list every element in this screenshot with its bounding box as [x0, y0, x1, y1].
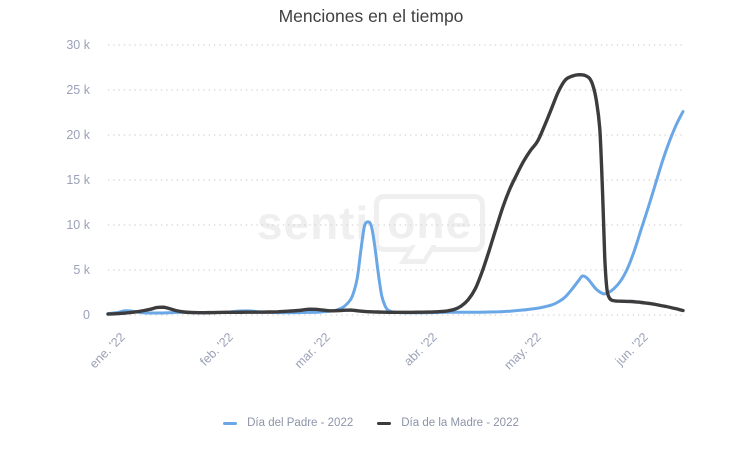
- series-line-dia-del-padre[interactable]: [106, 110, 685, 316]
- legend-dash-icon: [377, 421, 392, 425]
- legend-label: Día del Padre - 2022: [247, 417, 354, 429]
- legend-item-dia-de-la-madre[interactable]: Día de la Madre - 2022: [377, 417, 519, 429]
- y-tick-label: 0: [83, 308, 90, 322]
- legend-dash-icon: [223, 421, 238, 425]
- watermark-speech-bubble: one: [374, 194, 486, 264]
- chart-title: Menciones en el tiempo: [278, 6, 464, 26]
- legend: Día del Padre - 2022 Día de la Madre - 20…: [0, 417, 742, 429]
- watermark-text-senti: senti: [256, 197, 370, 249]
- legend-label: Día de la Madre - 2022: [401, 417, 519, 429]
- y-tick-label: 30 k: [66, 38, 90, 52]
- sentione-watermark: senti one: [256, 194, 486, 264]
- y-tick-label: 20 k: [66, 128, 90, 142]
- y-tick-label: 15 k: [66, 173, 90, 187]
- y-tick-label: 25 k: [66, 83, 90, 97]
- legend-item-dia-del-padre[interactable]: Día del Padre - 2022: [223, 417, 353, 429]
- series-line-dia-de-la-madre[interactable]: [106, 73, 685, 316]
- watermark-text-one: one: [387, 196, 473, 248]
- y-tick-label: 10 k: [66, 218, 90, 232]
- y-tick-label: 5 k: [73, 263, 90, 277]
